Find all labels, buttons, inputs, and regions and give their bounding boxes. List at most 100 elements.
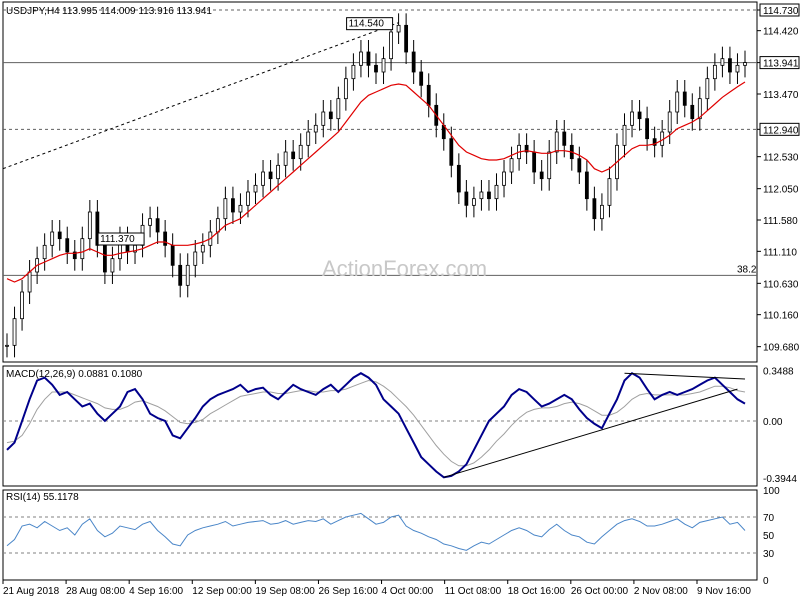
rsi-title: RSI(14) 55.1178 bbox=[6, 492, 79, 503]
x-tick-label: 21 Aug 2018 bbox=[3, 586, 60, 597]
candle-body bbox=[479, 191, 484, 200]
candle-body bbox=[419, 71, 424, 86]
candle-body bbox=[328, 111, 333, 120]
candle-body bbox=[712, 64, 717, 80]
candle-body bbox=[404, 24, 409, 53]
macd-y-tick-label: 0.3488 bbox=[763, 367, 794, 378]
candle-body bbox=[539, 171, 544, 180]
candle-body bbox=[178, 264, 183, 286]
candle-body bbox=[471, 198, 476, 206]
candle-body bbox=[261, 171, 265, 186]
rsi-y-tick-label: 30 bbox=[763, 549, 775, 560]
candle-body bbox=[231, 198, 235, 213]
pane-frame-2 bbox=[2, 489, 758, 581]
candle-body bbox=[276, 164, 281, 180]
candle-body bbox=[65, 238, 70, 253]
candle-body bbox=[502, 171, 506, 186]
candle-body bbox=[675, 91, 680, 113]
macd-trendline-resistance bbox=[624, 372, 746, 380]
candle-body bbox=[630, 111, 634, 126]
macd-line bbox=[6, 371, 746, 479]
y-tick-box bbox=[759, 56, 800, 70]
candle-body bbox=[532, 151, 537, 173]
candle-body bbox=[464, 191, 469, 206]
candle-body bbox=[720, 58, 725, 66]
x-tick-label: 26 Oct 00:00 bbox=[571, 586, 629, 597]
candle-body bbox=[374, 64, 378, 73]
macd-y-tick-label: -0.3944 bbox=[763, 474, 797, 485]
candle-body bbox=[524, 144, 529, 153]
candle-body bbox=[148, 218, 152, 226]
candle-body bbox=[215, 218, 220, 233]
candle-body bbox=[50, 231, 55, 246]
candle-body bbox=[359, 51, 363, 66]
candle-body bbox=[667, 111, 672, 133]
candle-body bbox=[456, 164, 461, 193]
x-axis: 21 Aug 2018 28 Aug 08:00 4 Sep 16:00 12 Sep… bbox=[2, 580, 751, 597]
rsi-y-tick-label: 100 bbox=[763, 486, 780, 497]
macd-trendline-support bbox=[443, 388, 738, 478]
annotation-low-box bbox=[97, 232, 145, 246]
candle-body bbox=[185, 264, 190, 286]
candle-body bbox=[238, 204, 243, 213]
candle-body bbox=[690, 104, 695, 120]
rsi-y-tick-label: 70 bbox=[763, 513, 775, 524]
x-tick-label: 4 Sep 16:00 bbox=[129, 586, 183, 597]
candle-body bbox=[381, 58, 386, 73]
candle-body bbox=[102, 244, 107, 273]
candle-body bbox=[246, 191, 250, 206]
chart-header-symbol: USDJPY,H4 bbox=[6, 6, 60, 17]
candle-body bbox=[336, 98, 341, 120]
ma-line bbox=[6, 81, 746, 283]
y-tick-label: 111.580 bbox=[763, 216, 798, 227]
candle-body bbox=[735, 64, 740, 73]
y-tick-label: 111.110 bbox=[763, 247, 797, 258]
candle-body bbox=[193, 251, 198, 266]
candle-body bbox=[80, 238, 85, 260]
candle-body bbox=[321, 111, 326, 126]
rsi-y-tick-label: 50 bbox=[763, 531, 775, 542]
watermark: ActionForex.com bbox=[322, 256, 487, 281]
y-tick-label: 114.730 bbox=[763, 6, 799, 17]
x-tick-label: 11 Oct 08:00 bbox=[445, 586, 502, 597]
candle-body bbox=[95, 211, 100, 246]
y-tick-label: 112.940 bbox=[763, 125, 799, 136]
chart-header-ohlc: 113.995 114.009 113.916 113.941 bbox=[62, 6, 212, 17]
candle-body bbox=[494, 184, 499, 200]
candle-body bbox=[110, 258, 115, 273]
candle-body bbox=[351, 64, 356, 80]
candle-body bbox=[27, 271, 32, 293]
candle-body bbox=[155, 218, 160, 233]
candle-body bbox=[291, 151, 296, 160]
candle-body bbox=[313, 124, 318, 133]
macd-y-tick-label: 0.00 bbox=[763, 417, 783, 428]
x-tick-label: 18 Oct 16:00 bbox=[508, 586, 566, 597]
pane-frame-1 bbox=[2, 365, 758, 487]
candle-body bbox=[637, 111, 642, 120]
candle-body bbox=[584, 171, 589, 200]
candle-body bbox=[554, 131, 559, 153]
candle-body bbox=[223, 198, 228, 220]
pane-frame-0 bbox=[2, 1, 758, 363]
candle-body bbox=[577, 158, 582, 173]
candle-body bbox=[705, 78, 710, 100]
candle-body bbox=[411, 51, 416, 73]
x-tick-label: 26 Sep 16:00 bbox=[318, 586, 378, 597]
candle-body bbox=[682, 91, 687, 106]
candle-body bbox=[170, 244, 175, 266]
candle-body bbox=[200, 244, 205, 253]
signal-line bbox=[6, 379, 746, 467]
x-tick-label: 19 Sep 08:00 bbox=[255, 586, 315, 597]
candle-body bbox=[253, 184, 258, 193]
candle-body bbox=[268, 171, 273, 180]
candle-body bbox=[509, 158, 514, 173]
candle-body bbox=[547, 151, 552, 180]
fib-label: 38.2 bbox=[737, 264, 757, 275]
candle-body bbox=[72, 251, 77, 260]
y-tick-label: 110.160 bbox=[763, 311, 799, 322]
candle-body bbox=[697, 98, 702, 120]
y-tick-label: 112.050 bbox=[763, 185, 799, 196]
macd-pane: 0.3488 0.00 -0.3944 bbox=[2, 365, 797, 487]
y-tick-label: 110.630 bbox=[763, 279, 799, 290]
